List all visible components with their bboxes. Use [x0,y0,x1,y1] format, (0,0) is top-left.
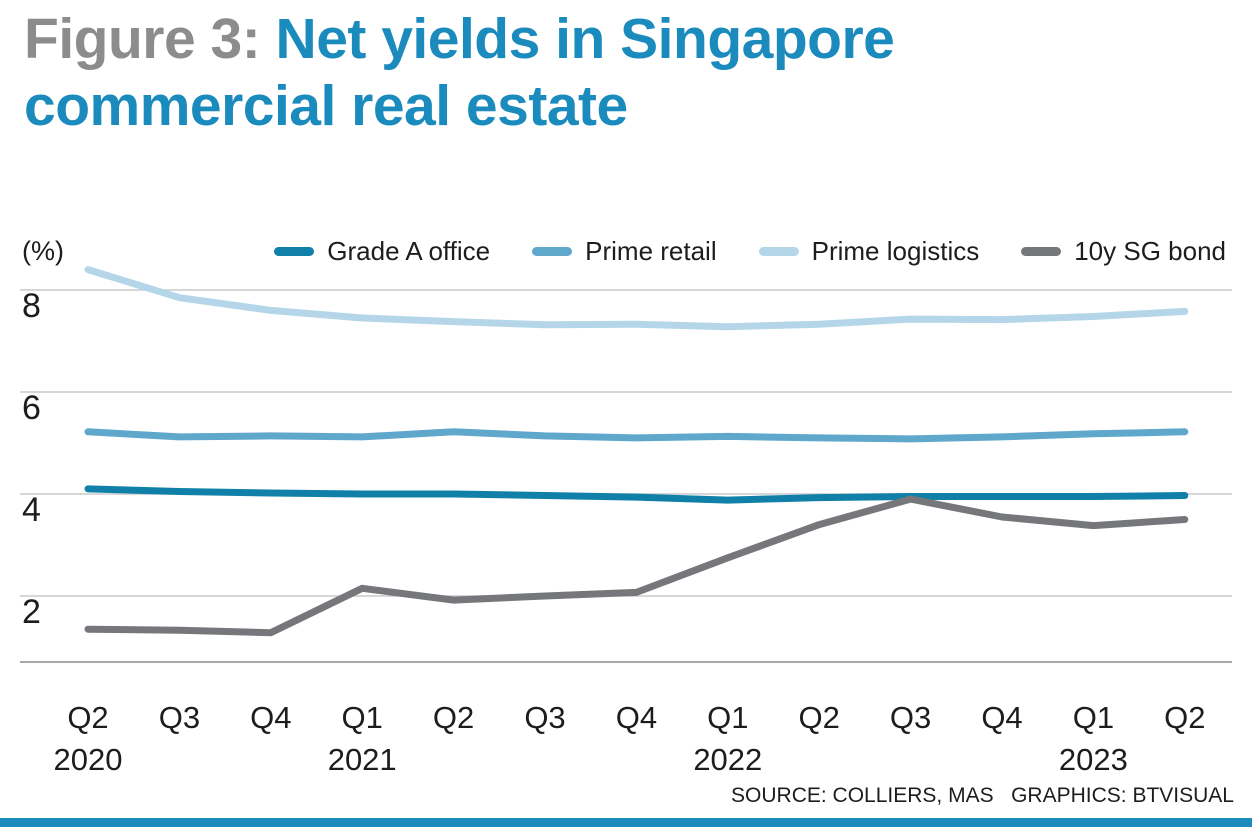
legend-item-10y-sg-bond: 10y SG bond [1021,236,1226,267]
x-tick-label-6: Q4 [616,700,657,735]
legend-swatch-prime-retail [532,247,573,256]
year-label-2022: 2022 [693,742,762,777]
series-line-10y-sg-bond [84,495,1189,637]
year-label-2020: 2020 [54,742,123,777]
y-tick-label-4: 4 [22,491,41,529]
figure-title: Figure 3: Net yields in Singapore commer… [24,6,1184,139]
x-tick-label-1: Q3 [159,700,200,735]
legend-label-10y-sg-bond: 10y SG bond [1074,236,1226,266]
legend-item-grade-a-office: Grade A office [274,236,490,267]
x-tick-label-0: Q2 [67,700,108,735]
x-tick-label-5: Q3 [524,700,565,735]
figure-heading: Net yields in Singapore commercial real … [24,7,895,138]
legend-label-prime-retail: Prime retail [585,236,717,266]
legend-item-prime-logistics: Prime logistics [758,236,980,267]
legend-swatch-grade-a-office [274,247,315,256]
x-tick-label-4: Q2 [433,700,474,735]
y-tick-label-8: 8 [22,287,41,325]
x-tick-label-9: Q3 [890,700,931,735]
year-label-2021: 2021 [328,742,397,777]
x-tick-label-7: Q1 [707,700,748,735]
x-tick-label-2: Q4 [250,700,291,735]
y-tick-label-6: 6 [22,389,41,427]
series-line-prime-logistics [84,266,1189,331]
x-tick-label-10: Q4 [981,700,1022,735]
line-chart: 2 4 6 8 Q2 Q3 Q4 Q1 Q2 Q3 Q4 Q1 Q2 Q3 Q4 Q1 Q2 2020 2021 20… [20,266,1232,777]
x-tick-label-11: Q1 [1073,700,1114,735]
legend-item-prime-retail: Prime retail [532,236,717,267]
chart-legend: Grade A office Prime retail Prime logistic… [274,236,1226,267]
y-axis-unit-label: (%) [22,236,64,266]
figure-number: Figure 3: [24,7,261,71]
year-label-2023: 2023 [1059,742,1128,777]
y-tick-label-2: 2 [22,593,41,631]
legend-swatch-10y-sg-bond [1021,247,1062,256]
x-tick-label-12: Q2 [1164,700,1205,735]
series-line-prime-retail [84,428,1189,443]
legend-swatch-prime-logistics [758,247,799,256]
x-tick-label-3: Q1 [342,700,383,735]
legend-label-prime-logistics: Prime logistics [811,236,980,266]
source-credit: SOURCE: COLLIERS, MAS GRAPHICS: BTVISUAL [731,784,1234,807]
series-line-grade-a-office [84,485,1189,504]
bottom-accent-bar [0,818,1252,827]
legend-label-grade-a-office: Grade A office [327,236,491,266]
x-tick-label-8: Q2 [799,700,840,735]
